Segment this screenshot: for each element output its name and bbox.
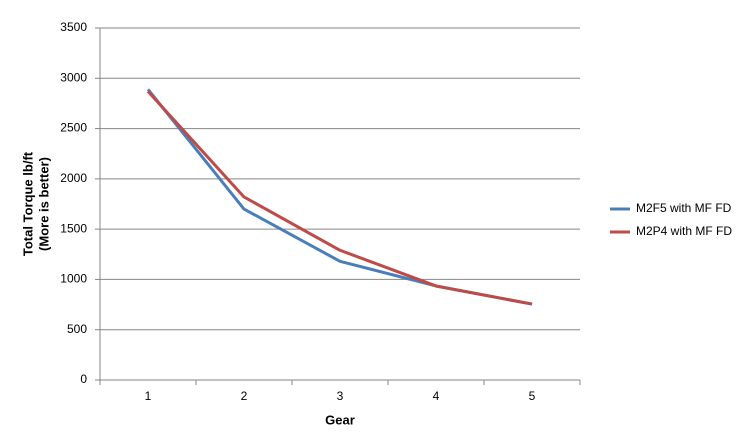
x-tick-label: 3 (337, 389, 344, 403)
y-tick-label: 2000 (60, 171, 87, 185)
y-tick-label: 1500 (60, 221, 87, 235)
y-axis-label-line: (More is better) (36, 157, 51, 251)
y-axis-label: Total Torque lb/ft (More is better) (20, 151, 51, 256)
y-tick-label: 2500 (60, 121, 87, 135)
series-line (146, 90, 533, 306)
y-tick-label: 3500 (60, 20, 87, 34)
x-tick-label: 2 (241, 389, 248, 403)
legend-label: M2F5 with MF FD (636, 201, 732, 215)
y-axis-label-line: Total Torque lb/ft (20, 151, 35, 256)
x-axis-label: Gear (325, 412, 355, 427)
y-tick-label: 3000 (60, 70, 87, 84)
x-tick-label: 5 (529, 389, 536, 403)
x-tick-label: 1 (145, 389, 152, 403)
y-tick-label: 0 (80, 372, 87, 386)
legend-label: M2P4 with MF FD (636, 224, 732, 238)
series-line (146, 88, 533, 306)
y-tick-label: 500 (67, 322, 87, 336)
y-tick-label: 1000 (60, 272, 87, 286)
x-tick-label: 4 (433, 389, 440, 403)
